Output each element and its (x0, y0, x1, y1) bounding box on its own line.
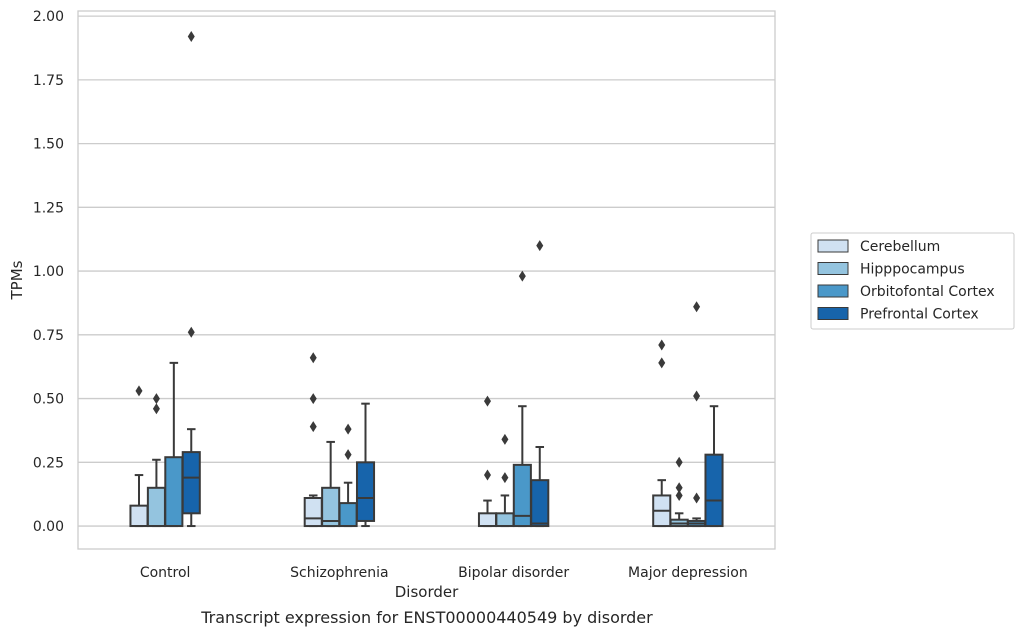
outlier-point (344, 449, 352, 461)
box-group (530, 240, 550, 528)
legend-swatch (817, 307, 849, 320)
legend-swatch (817, 284, 849, 298)
legend-swatch (817, 239, 849, 253)
box (495, 512, 515, 528)
box-group (704, 405, 724, 528)
legend: Cerebellum Hipppocampus Orbitofontal Corte… (810, 232, 1015, 330)
y-tick-label: 0.00 (33, 519, 64, 535)
y-tick-label: 1.50 (33, 137, 64, 153)
box (129, 504, 149, 528)
box-group (164, 361, 184, 528)
box (181, 451, 201, 515)
box-group (303, 352, 323, 528)
outlier-point (675, 489, 683, 501)
box-group (338, 423, 358, 528)
chart-caption: Transcript expression for ENST0000044054… (200, 608, 653, 627)
outlier-point (675, 456, 683, 468)
box-group (321, 440, 341, 528)
outlier-point (309, 421, 317, 433)
x-tick-label: Bipolar disorder (458, 565, 569, 581)
outlier-point (152, 403, 160, 415)
box-group (477, 395, 498, 528)
outlier-point (309, 352, 317, 364)
y-tick-label: 0.25 (33, 455, 64, 471)
box-group (652, 339, 672, 528)
x-tick-label: Schizophrenia (290, 565, 388, 581)
outlier-point (187, 30, 195, 42)
outlier-point (187, 326, 195, 338)
outlier-point (152, 393, 160, 405)
box-group (495, 433, 515, 528)
box (477, 512, 498, 528)
x-axis-label: Disorder (395, 583, 459, 601)
y-tick-label: 0.50 (33, 392, 64, 408)
y-tick-label: 0.75 (33, 328, 64, 344)
outlier-point (675, 482, 683, 494)
box (303, 497, 323, 528)
box (355, 461, 376, 522)
outlier-point (344, 423, 352, 435)
box (704, 453, 724, 528)
y-tick-labels: 0.00 0.25 0.50 0.75 1.00 1.25 1.50 1.75 2.00 (33, 9, 64, 535)
x-tick-labels: Control Schizophrenia Bipolar disorder Majo… (140, 565, 748, 581)
y-tick-label: 1.75 (33, 73, 64, 89)
y-tick-label: 1.25 (33, 200, 64, 216)
legend-swatch (817, 262, 849, 275)
legend-label: Hipppocampus (860, 262, 965, 278)
outlier-point (309, 393, 317, 405)
legend-label: Prefrontal Cortex (860, 307, 979, 323)
plot-frame (77, 10, 776, 550)
box-group (512, 270, 532, 528)
box (338, 502, 358, 528)
y-tick-label: 1.00 (33, 264, 64, 280)
outlier-point (658, 339, 666, 351)
outlier-point (135, 385, 143, 397)
x-tick-label: Major depression (628, 565, 748, 581)
outlier-point (693, 492, 701, 504)
box (512, 463, 532, 528)
outlier-point (658, 357, 666, 369)
outlier-point (501, 472, 509, 484)
grid-lines (78, 15, 775, 527)
box-group (146, 393, 166, 528)
legend-frame (810, 232, 1015, 330)
boxes-layer (129, 30, 724, 528)
outlier-point (501, 433, 509, 445)
outlier-point (536, 240, 544, 252)
box-group (355, 402, 376, 528)
x-tick-label: Control (140, 565, 191, 581)
legend-label: Orbitofontal Cortex (860, 284, 995, 300)
y-tick-label: 2.00 (33, 9, 64, 25)
box (164, 456, 184, 528)
legend-label: Cerebellum (860, 239, 940, 255)
box (530, 479, 550, 528)
outlier-point (483, 395, 491, 407)
box-group (687, 301, 707, 528)
box (146, 486, 166, 528)
box-group (129, 385, 149, 528)
box-group (669, 456, 689, 528)
outlier-point (693, 390, 701, 402)
y-axis-label: TPMs (8, 260, 26, 300)
outlier-point (518, 270, 526, 282)
box-group (181, 30, 201, 528)
outlier-point (483, 469, 491, 481)
outlier-point (693, 301, 701, 313)
